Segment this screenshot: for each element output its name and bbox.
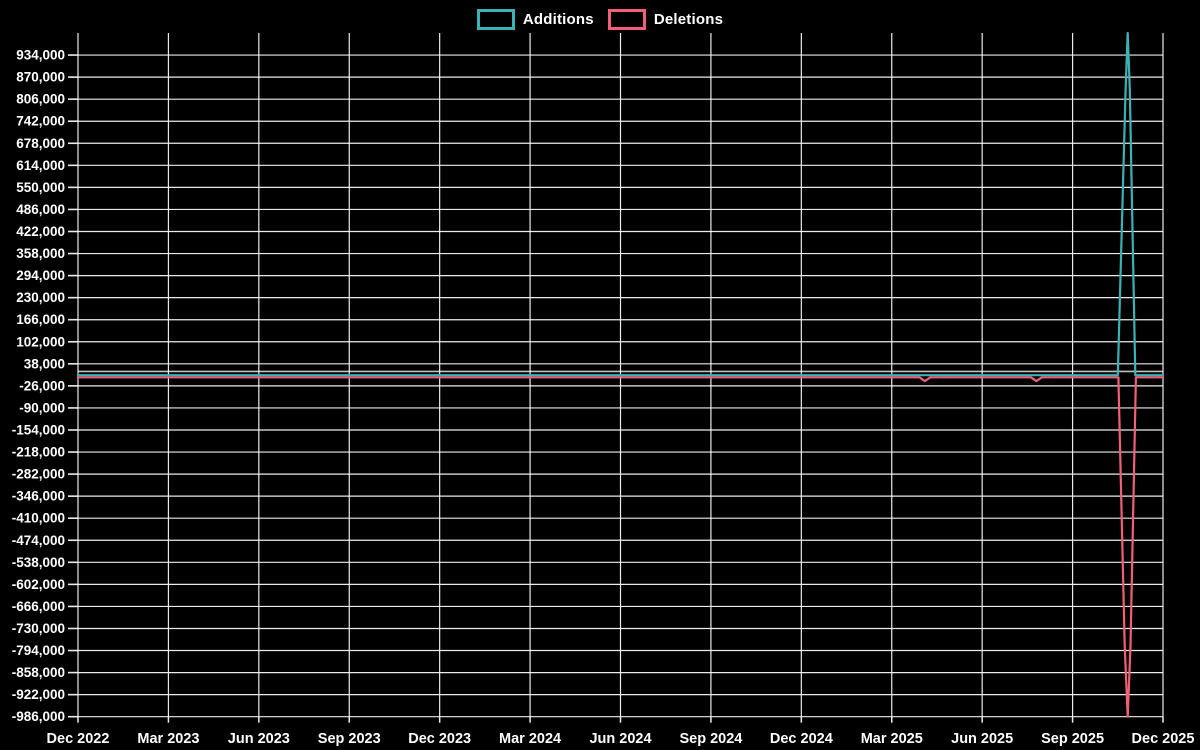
- additions-line: [76, 31, 1165, 377]
- x-tick-label: Sep 2025: [1041, 731, 1104, 747]
- y-tick-label: -602,000: [12, 577, 65, 592]
- x-tick-label: Jun 2025: [951, 731, 1013, 747]
- additions-swatch-icon: [476, 8, 515, 30]
- chart-legend: Additions Deletions: [0, 6, 1200, 32]
- deletions-swatch-icon: [607, 8, 646, 30]
- y-tick-label: -410,000: [12, 511, 65, 526]
- y-tick-label: -26,000: [19, 378, 65, 393]
- y-tick-label: -154,000: [12, 422, 65, 437]
- legend-item-deletions[interactable]: Deletions: [607, 8, 724, 30]
- y-tick-label: -474,000: [12, 533, 65, 548]
- y-tick-label: 550,000: [16, 180, 65, 195]
- x-tick-label: Sep 2024: [679, 731, 742, 747]
- x-tick-label: Sep 2023: [318, 731, 381, 747]
- y-tick-label: -858,000: [12, 665, 65, 680]
- x-tick-label: Jun 2024: [589, 731, 651, 747]
- deletions-line: [76, 376, 1165, 718]
- y-tick-label: 38,000: [24, 356, 65, 371]
- y-tick-label: 614,000: [16, 158, 65, 173]
- x-tick-label: Dec 2022: [47, 731, 110, 747]
- legend-deletions-label: Deletions: [653, 10, 724, 28]
- y-tick-label: 486,000: [16, 202, 65, 217]
- y-tick-label: -794,000: [12, 643, 65, 658]
- y-tick-label: 294,000: [16, 268, 65, 283]
- y-tick-label: 358,000: [16, 246, 65, 261]
- legend-item-additions[interactable]: Additions: [476, 8, 594, 30]
- y-tick-label: -90,000: [19, 400, 65, 415]
- x-tick-label: Jun 2023: [228, 731, 290, 747]
- x-tick-label: Dec 2024: [770, 731, 833, 747]
- y-tick-label: -922,000: [12, 687, 65, 702]
- y-tick-label: 102,000: [16, 334, 65, 349]
- y-tick-label: -538,000: [12, 555, 65, 570]
- x-tick-label: Mar 2025: [861, 731, 923, 747]
- y-tick-label: 422,000: [16, 224, 65, 239]
- y-tick-label: 742,000: [16, 114, 65, 129]
- y-tick-label: -730,000: [12, 621, 65, 636]
- y-tick-label: -986,000: [12, 709, 65, 724]
- x-tick-label: Dec 2025: [1132, 731, 1195, 747]
- y-tick-label: -666,000: [12, 599, 65, 614]
- x-tick-label: Mar 2024: [499, 731, 561, 747]
- x-tick-label: Mar 2023: [137, 731, 199, 747]
- y-tick-label: 678,000: [16, 136, 65, 151]
- legend-additions-label: Additions: [522, 10, 594, 28]
- y-tick-label: 166,000: [16, 312, 65, 327]
- y-tick-label: 806,000: [16, 92, 65, 107]
- y-tick-label: -346,000: [12, 489, 65, 504]
- x-tick-label: Dec 2023: [408, 731, 471, 747]
- y-tick-label: -218,000: [12, 445, 65, 460]
- y-tick-label: -282,000: [12, 467, 65, 482]
- y-tick-label: 934,000: [16, 48, 65, 63]
- y-tick-label: 230,000: [16, 290, 65, 305]
- y-tick-label: 870,000: [16, 70, 65, 85]
